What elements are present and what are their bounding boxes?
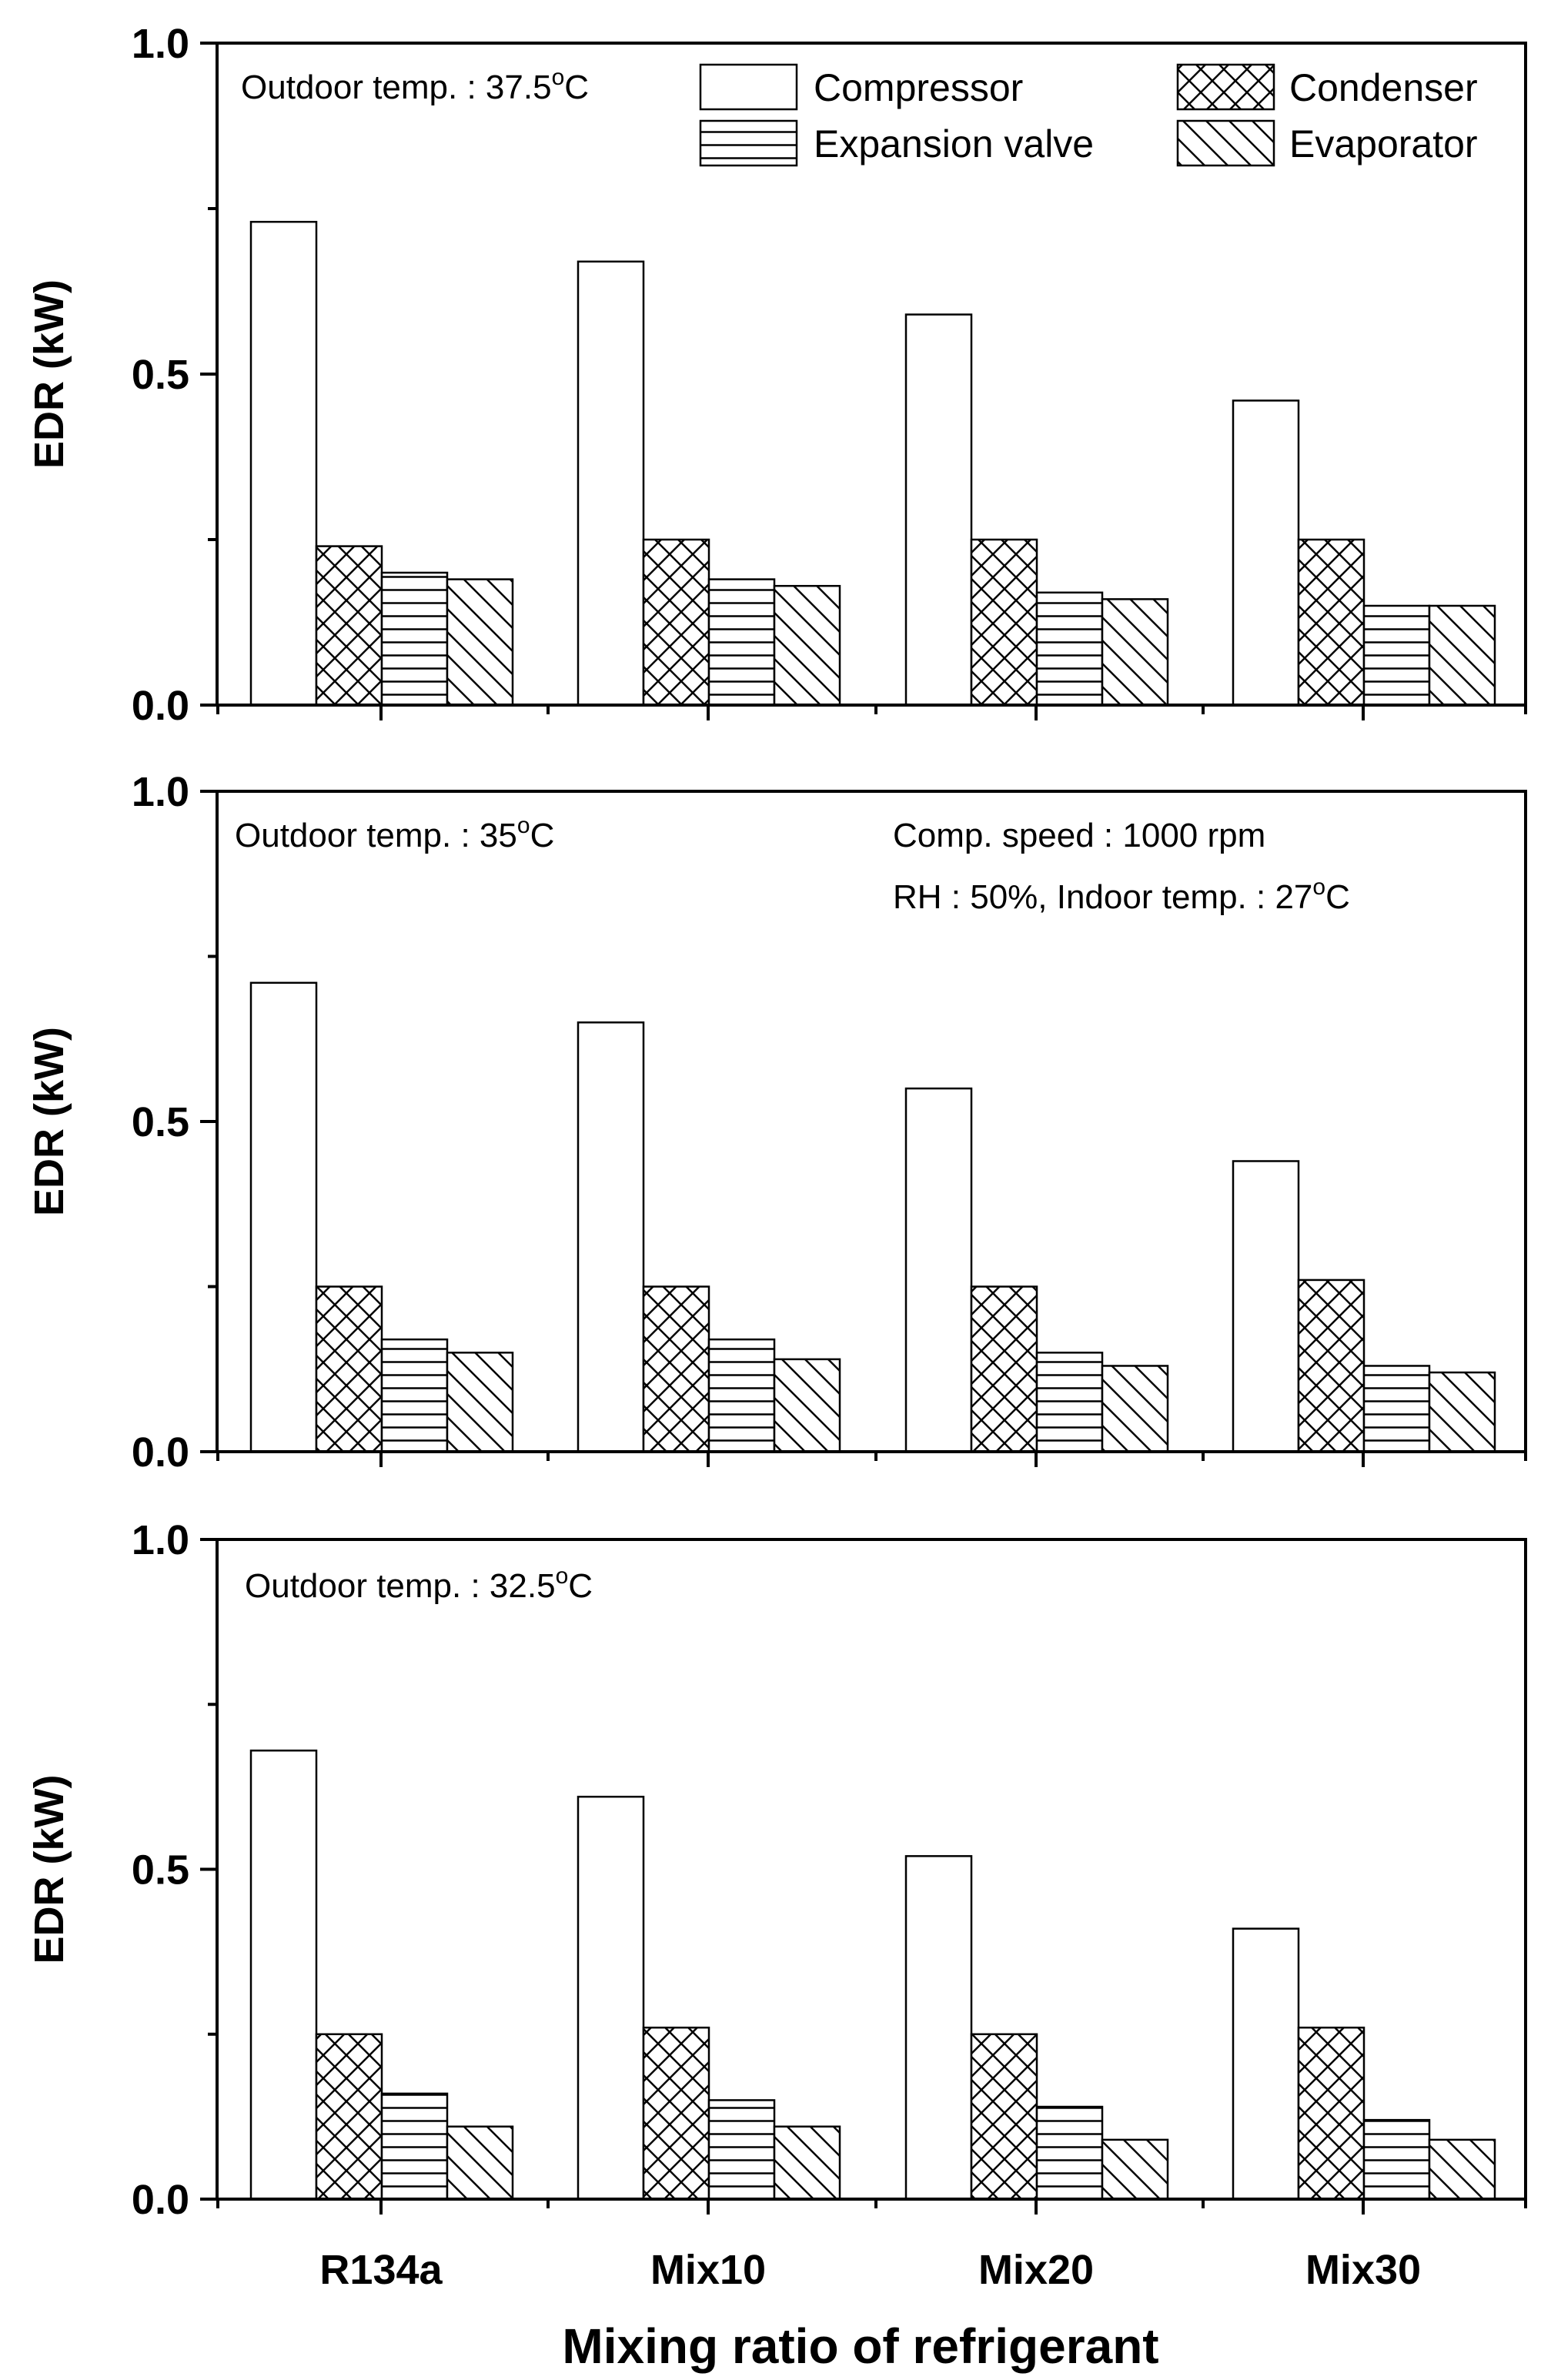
bar-evaporator-mix20 [1101, 1365, 1169, 1453]
bar-expansion-valve-mix30 [1362, 604, 1431, 707]
bar-condenser-mix30 [1297, 2026, 1365, 2201]
bar-compressor-mix20 [904, 1087, 973, 1453]
x-tick-label-r134a: R134a [319, 2247, 443, 2293]
bar-evaporator-mix10 [773, 2125, 841, 2201]
bar-expansion-valve-mix10 [707, 578, 776, 707]
y-tick-label: 1.0 [132, 1517, 189, 1563]
legend-label-compressor: Compressor [814, 66, 1023, 109]
y-tick-label: 0.0 [132, 2177, 189, 2223]
y-axis-title: EDR (kW) [26, 279, 72, 469]
bar-evaporator-r134a [446, 2125, 514, 2201]
bar-evaporator-mix10 [773, 584, 841, 707]
legend-swatch-compressor [699, 63, 798, 111]
panel-2: 0.0 0.5 1.0 EDR (kW) Outdoor temp. : 35oC Com… [26, 769, 1527, 1476]
bar-condenser-mix30 [1297, 1279, 1365, 1453]
bar-expansion-valve-mix30 [1362, 1365, 1431, 1453]
bar-condenser-r134a [315, 2033, 383, 2201]
y-tick-label: 0.0 [132, 1429, 189, 1476]
bar-evaporator-mix30 [1428, 1371, 1496, 1453]
annotation-1: Outdoor temp. : 35oC [235, 813, 554, 854]
bar-compressor-r134a [249, 1749, 318, 2201]
legend-label-evaporator: Evaporator [1289, 122, 1478, 165]
legend-swatch-expansion-valve [699, 119, 798, 167]
legend: Compressor Condenser Expansion valve Evapor… [699, 63, 1478, 167]
y-axis-title: EDR (kW) [26, 1775, 72, 1964]
bar-compressor-mix30 [1232, 399, 1300, 707]
bar-expansion-valve-mix20 [1035, 591, 1104, 707]
bar-condenser-mix10 [642, 1285, 710, 1453]
bar-compressor-mix10 [577, 260, 645, 707]
annotation-2: Comp. speed : 1000 rpm [893, 817, 1265, 854]
legend-swatch-condenser [1176, 63, 1275, 111]
legend-label-expansion-valve: Expansion valve [814, 122, 1094, 165]
bar-evaporator-mix20 [1101, 2138, 1169, 2201]
bar-expansion-valve-r134a [380, 1338, 449, 1453]
y-axis-title: EDR (kW) [26, 1027, 72, 1216]
x-tick-label-mix20: Mix20 [978, 2247, 1094, 2293]
bar-evaporator-mix30 [1428, 604, 1496, 707]
bar-expansion-valve-r134a [380, 2092, 449, 2201]
legend-swatch-evaporator [1176, 119, 1275, 167]
x-tick-label-mix30: Mix30 [1305, 2247, 1421, 2293]
panel-3: 0.0 0.5 1.0 R134a Mix10 Mix20 Mix30 EDR (kW) Out… [26, 1517, 1527, 2293]
bar-condenser-r134a [315, 545, 383, 707]
bar-evaporator-r134a [446, 578, 514, 707]
bar-condenser-r134a [315, 1285, 383, 1453]
x-tick-label-mix10: Mix10 [650, 2247, 766, 2293]
bar-evaporator-mix20 [1101, 598, 1169, 707]
bar-condenser-mix30 [1297, 538, 1365, 707]
y-tick-label: 0.5 [132, 1099, 189, 1145]
bar-expansion-valve-mix30 [1362, 2118, 1431, 2201]
bar-condenser-mix20 [970, 1285, 1038, 1453]
bar-evaporator-r134a [446, 1352, 514, 1453]
bar-compressor-mix20 [904, 1855, 973, 2201]
annotation-1: Outdoor temp. : 37.5oC [241, 65, 589, 106]
bar-condenser-mix10 [642, 538, 710, 707]
y-tick-label: 0.5 [132, 352, 189, 398]
bar-compressor-mix20 [904, 313, 973, 707]
bar-condenser-mix20 [970, 2033, 1038, 2201]
bar-compressor-mix10 [577, 1021, 645, 1453]
bar-expansion-valve-mix10 [707, 1338, 776, 1453]
x-axis-title: Mixing ratio of refrigerant [562, 2318, 1158, 2374]
bar-expansion-valve-mix20 [1035, 2105, 1104, 2201]
bar-compressor-r134a [249, 981, 318, 1453]
bar-expansion-valve-mix20 [1035, 1352, 1104, 1453]
legend-label-condenser: Condenser [1289, 66, 1478, 109]
annotation-3: RH : 50%, Indoor temp. : 27oC [893, 874, 1350, 916]
y-tick-label: 1.0 [132, 21, 189, 67]
bar-compressor-r134a [249, 220, 318, 707]
y-tick-label: 0.5 [132, 1847, 189, 1894]
bar-compressor-mix30 [1232, 1160, 1300, 1453]
y-tick-label: 1.0 [132, 769, 189, 815]
panel-1: 0.0 0.5 1.0 EDR (kW) Outdoor temp. : 37.5oC C… [26, 21, 1527, 729]
y-tick-label: 0.0 [132, 683, 189, 729]
bar-evaporator-mix10 [773, 1358, 841, 1453]
bar-evaporator-mix30 [1428, 2138, 1496, 2201]
bar-expansion-valve-mix10 [707, 2099, 776, 2201]
annotation-1: Outdoor temp. : 32.5oC [245, 1563, 593, 1605]
bar-compressor-mix30 [1232, 1927, 1300, 2201]
bar-condenser-mix20 [970, 538, 1038, 707]
bar-compressor-mix10 [577, 1795, 645, 2201]
bar-condenser-mix10 [642, 2026, 710, 2201]
bar-expansion-valve-r134a [380, 571, 449, 707]
